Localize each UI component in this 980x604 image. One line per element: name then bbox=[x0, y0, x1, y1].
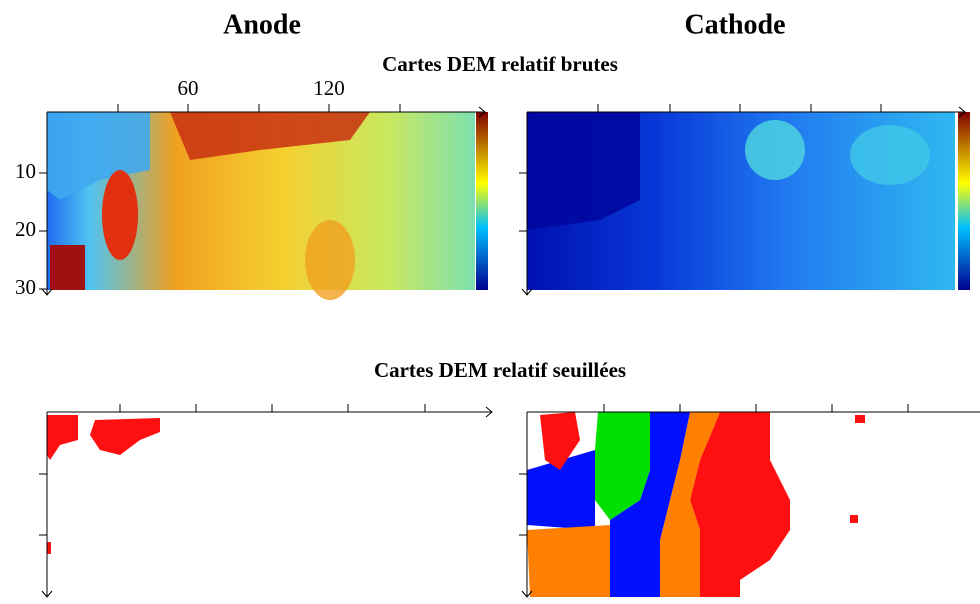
threshold-map bbox=[527, 412, 865, 597]
row-title: Cartes DEM relatif brutes bbox=[382, 52, 618, 76]
heatmap bbox=[527, 112, 970, 290]
y-tick-label: 20 bbox=[15, 217, 36, 241]
column-title: Cathode bbox=[684, 9, 785, 40]
axes bbox=[39, 104, 980, 598]
x-tick-label: 120 bbox=[313, 76, 345, 100]
x-tick-label: 60 bbox=[178, 76, 199, 100]
y-tick-label: 10 bbox=[15, 159, 36, 183]
y-tick-label: 30 bbox=[15, 275, 36, 299]
row-title: Cartes DEM relatif seuillées bbox=[374, 358, 626, 382]
column-title: Anode bbox=[223, 9, 301, 40]
threshold-map bbox=[47, 415, 160, 554]
heatmap bbox=[47, 112, 488, 300]
ticks: 60 120 10 20 30 bbox=[15, 76, 345, 299]
